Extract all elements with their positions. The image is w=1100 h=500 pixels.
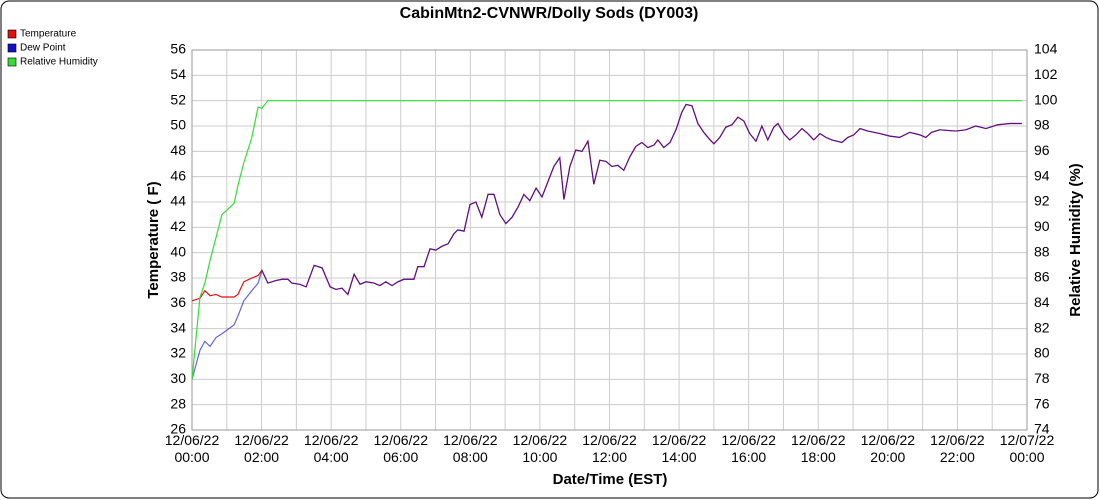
- y2-tick-label: 90: [1034, 218, 1050, 234]
- x-tick-label: 12/06/22 00:00: [165, 432, 220, 465]
- y2-tick-label: 76: [1034, 395, 1050, 411]
- y2-tick-label: 86: [1034, 269, 1050, 285]
- x-tick-label: 12/06/22 10:00: [513, 432, 568, 465]
- y2-tick-label: 78: [1034, 370, 1050, 386]
- y-tick-label: 44: [170, 193, 186, 209]
- legend-label: Dew Point: [20, 43, 66, 54]
- x-tick-label: 12/06/22 12:00: [582, 432, 637, 465]
- y-tick-label: 28: [170, 395, 186, 411]
- series-line: [191, 103, 1022, 380]
- y-tick-label: 56: [170, 41, 186, 57]
- y2-tick-label: 92: [1034, 193, 1050, 209]
- y-tick-label: 50: [170, 117, 186, 133]
- y2-tick-label: 94: [1034, 167, 1050, 183]
- y2-tick-label: 74: [1034, 421, 1050, 437]
- y2-tick-label: 82: [1034, 319, 1050, 335]
- y2-tick-label: 98: [1034, 117, 1050, 133]
- y2-tick-label: 104: [1034, 41, 1058, 57]
- legend-label: Relative Humidity: [20, 57, 98, 68]
- x-tick-label: 12/06/22 16:00: [721, 432, 776, 465]
- x-axis-title: Date/Time (EST): [553, 471, 668, 488]
- legend-swatch: [7, 43, 17, 53]
- y2-tick-label: 100: [1034, 91, 1058, 107]
- y2-tick-label: 80: [1034, 345, 1050, 361]
- y2-tick-label: 84: [1034, 294, 1050, 310]
- legend-swatch: [7, 29, 17, 39]
- legend-swatch: [7, 57, 17, 67]
- legend-label: Temperature: [20, 29, 77, 40]
- x-tick-label: 12/06/22 08:00: [443, 432, 498, 465]
- series-line: [191, 100, 1022, 380]
- y-tick-label: 48: [170, 142, 186, 158]
- x-tick-label: 12/06/22 20:00: [861, 432, 916, 465]
- y-tick-label: 32: [170, 345, 186, 361]
- x-tick-label: 12/06/22 22:00: [930, 432, 985, 465]
- y2-axis-title: Relative Humidity (%): [1067, 163, 1084, 316]
- y-tick-label: 42: [170, 218, 186, 234]
- x-tick-label: 12/06/22 14:00: [652, 432, 707, 465]
- y-tick-label: 46: [170, 167, 186, 183]
- y-tick-label: 38: [170, 269, 186, 285]
- plot-border: [191, 49, 1028, 431]
- x-tick-label: 12/07/22 00:00: [1000, 432, 1055, 465]
- y-tick-label: 54: [170, 66, 186, 82]
- x-tick-label: 12/06/22 04:00: [304, 432, 359, 465]
- y-tick-label: 52: [170, 91, 186, 107]
- y-tick-label: 40: [170, 243, 186, 259]
- y-tick-label: 36: [170, 294, 186, 310]
- y2-tick-label: 88: [1034, 243, 1050, 259]
- x-tick-label: 12/06/22 06:00: [374, 432, 429, 465]
- y2-tick-label: 102: [1034, 66, 1058, 82]
- y2-tick-label: 96: [1034, 142, 1050, 158]
- x-tick-label: 12/06/22 02:00: [234, 432, 289, 465]
- y-tick-label: 26: [170, 421, 186, 437]
- x-tick-label: 12/06/22 18:00: [791, 432, 846, 465]
- chart-title: CabinMtn2-CVNWR/Dolly Sods (DY003): [400, 5, 699, 22]
- y-tick-label: 34: [170, 319, 186, 335]
- y-axis-title: Temperature ( F): [145, 181, 162, 298]
- y-tick-label: 30: [170, 370, 186, 386]
